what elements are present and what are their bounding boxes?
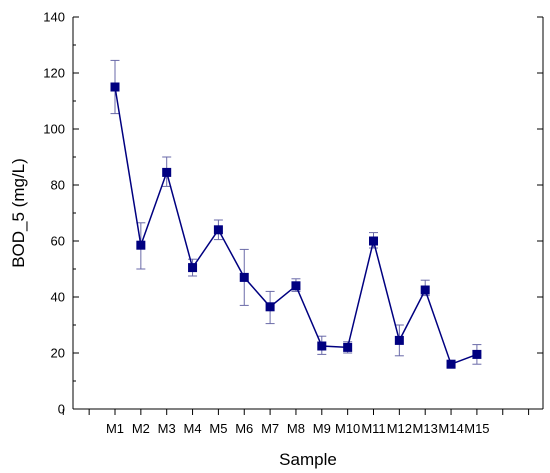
data-point xyxy=(239,272,249,282)
series-line xyxy=(114,86,478,366)
data-markers xyxy=(110,82,482,369)
x-tick-label: M6 xyxy=(235,421,253,436)
x-tick-label: M9 xyxy=(313,421,331,436)
x-tick-label: M14 xyxy=(438,421,463,436)
data-point xyxy=(291,281,301,291)
data-point xyxy=(394,335,404,345)
data-point xyxy=(136,240,146,250)
data-point xyxy=(188,263,198,273)
x-tick-label: M15 xyxy=(464,421,489,436)
y-tick-label: 60 xyxy=(51,234,65,249)
y-tick-label: 100 xyxy=(43,122,65,137)
x-tick-label: M2 xyxy=(132,421,150,436)
y-axis-title: BOD_5 (mg/L) xyxy=(9,158,28,268)
data-point xyxy=(420,285,430,295)
data-point xyxy=(472,349,482,359)
data-point xyxy=(213,225,223,235)
y-tick-label: 140 xyxy=(43,10,65,25)
x-axis-title: Sample xyxy=(279,450,337,469)
y-axis: 0 20 40 60 80 100 120 140 xyxy=(43,10,543,417)
y-tick-label: 20 xyxy=(51,346,65,361)
x-tick-label: M10 xyxy=(335,421,360,436)
x-tick-label: M12 xyxy=(387,421,412,436)
x-tick-label: M11 xyxy=(361,421,385,436)
y-tick-label: 80 xyxy=(51,178,65,193)
error-bars xyxy=(110,59,482,368)
x-axis: M1 M2 M3 M4 M5 M6 M7 M8 M9 M10 M11 M12 M13 M14 M15 xyxy=(62,409,530,436)
data-point xyxy=(446,359,456,369)
x-tick-label: M5 xyxy=(209,421,227,436)
x-tick-label: M3 xyxy=(158,421,176,436)
x-tick-label: M4 xyxy=(184,421,202,436)
x-tick-label: M13 xyxy=(413,421,438,436)
data-point xyxy=(317,341,327,351)
data-point xyxy=(162,167,172,177)
x-tick-label: M8 xyxy=(287,421,305,436)
data-point xyxy=(369,236,378,246)
data-point xyxy=(265,302,275,312)
x-tick-label: M7 xyxy=(261,421,279,436)
data-point xyxy=(110,82,120,92)
y-tick-label: 0 xyxy=(58,402,65,417)
y-tick-label: 40 xyxy=(51,290,65,305)
y-tick-label: 120 xyxy=(43,66,65,81)
data-point xyxy=(343,342,353,352)
x-tick-label: M1 xyxy=(106,421,124,436)
